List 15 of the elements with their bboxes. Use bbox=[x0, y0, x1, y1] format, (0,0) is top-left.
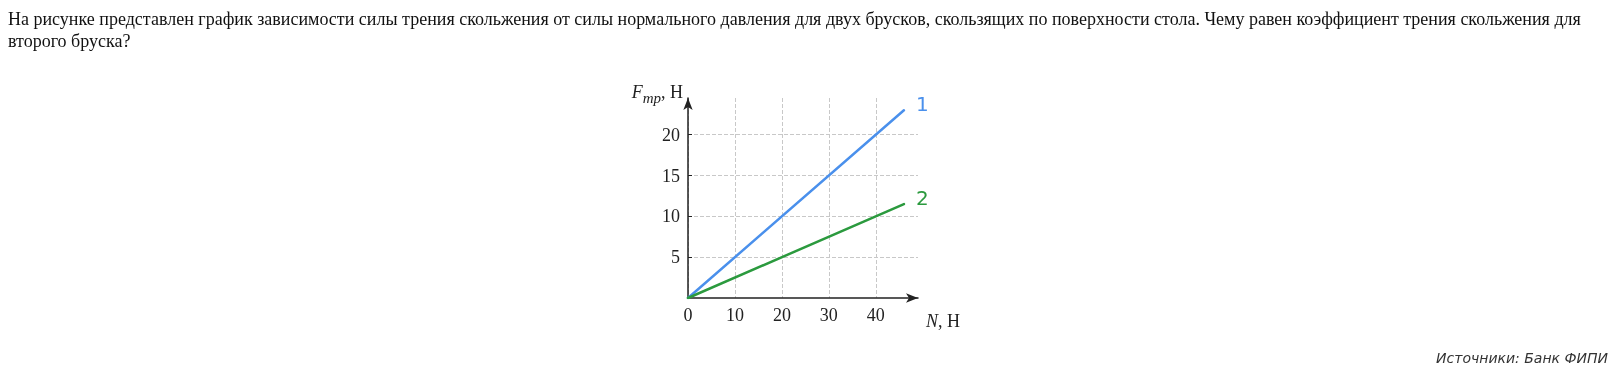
x-tick-label: 30 bbox=[819, 305, 838, 325]
x-tick-label: 40 bbox=[866, 305, 885, 325]
y-tick-label: 5 bbox=[671, 247, 680, 268]
x-axis-title: N, Н bbox=[925, 311, 961, 331]
x-tick-label: 10 bbox=[725, 305, 744, 325]
y-tick-label: 20 bbox=[662, 124, 680, 145]
x-tick-label: 20 bbox=[772, 305, 791, 325]
chart-title: На рисунке представлен график зависимости силы трения скольжения от силы нормального давления для двух брусков, скользящих по поверхности стола. Чему равен коэффициент трения скольжения для второго бруска? bbox=[8, 8, 1582, 52]
series-label: 1 bbox=[915, 92, 929, 117]
y-axis-title: F$_{тр}$, Н bbox=[631, 82, 683, 106]
series-label: 2 bbox=[915, 186, 929, 211]
text: Источники: Банк ФИПИ bbox=[1436, 350, 1608, 366]
x-tick-label: 0 bbox=[683, 305, 693, 325]
y-tick-label: 15 bbox=[662, 165, 680, 186]
y-tick-label: 10 bbox=[662, 206, 680, 227]
